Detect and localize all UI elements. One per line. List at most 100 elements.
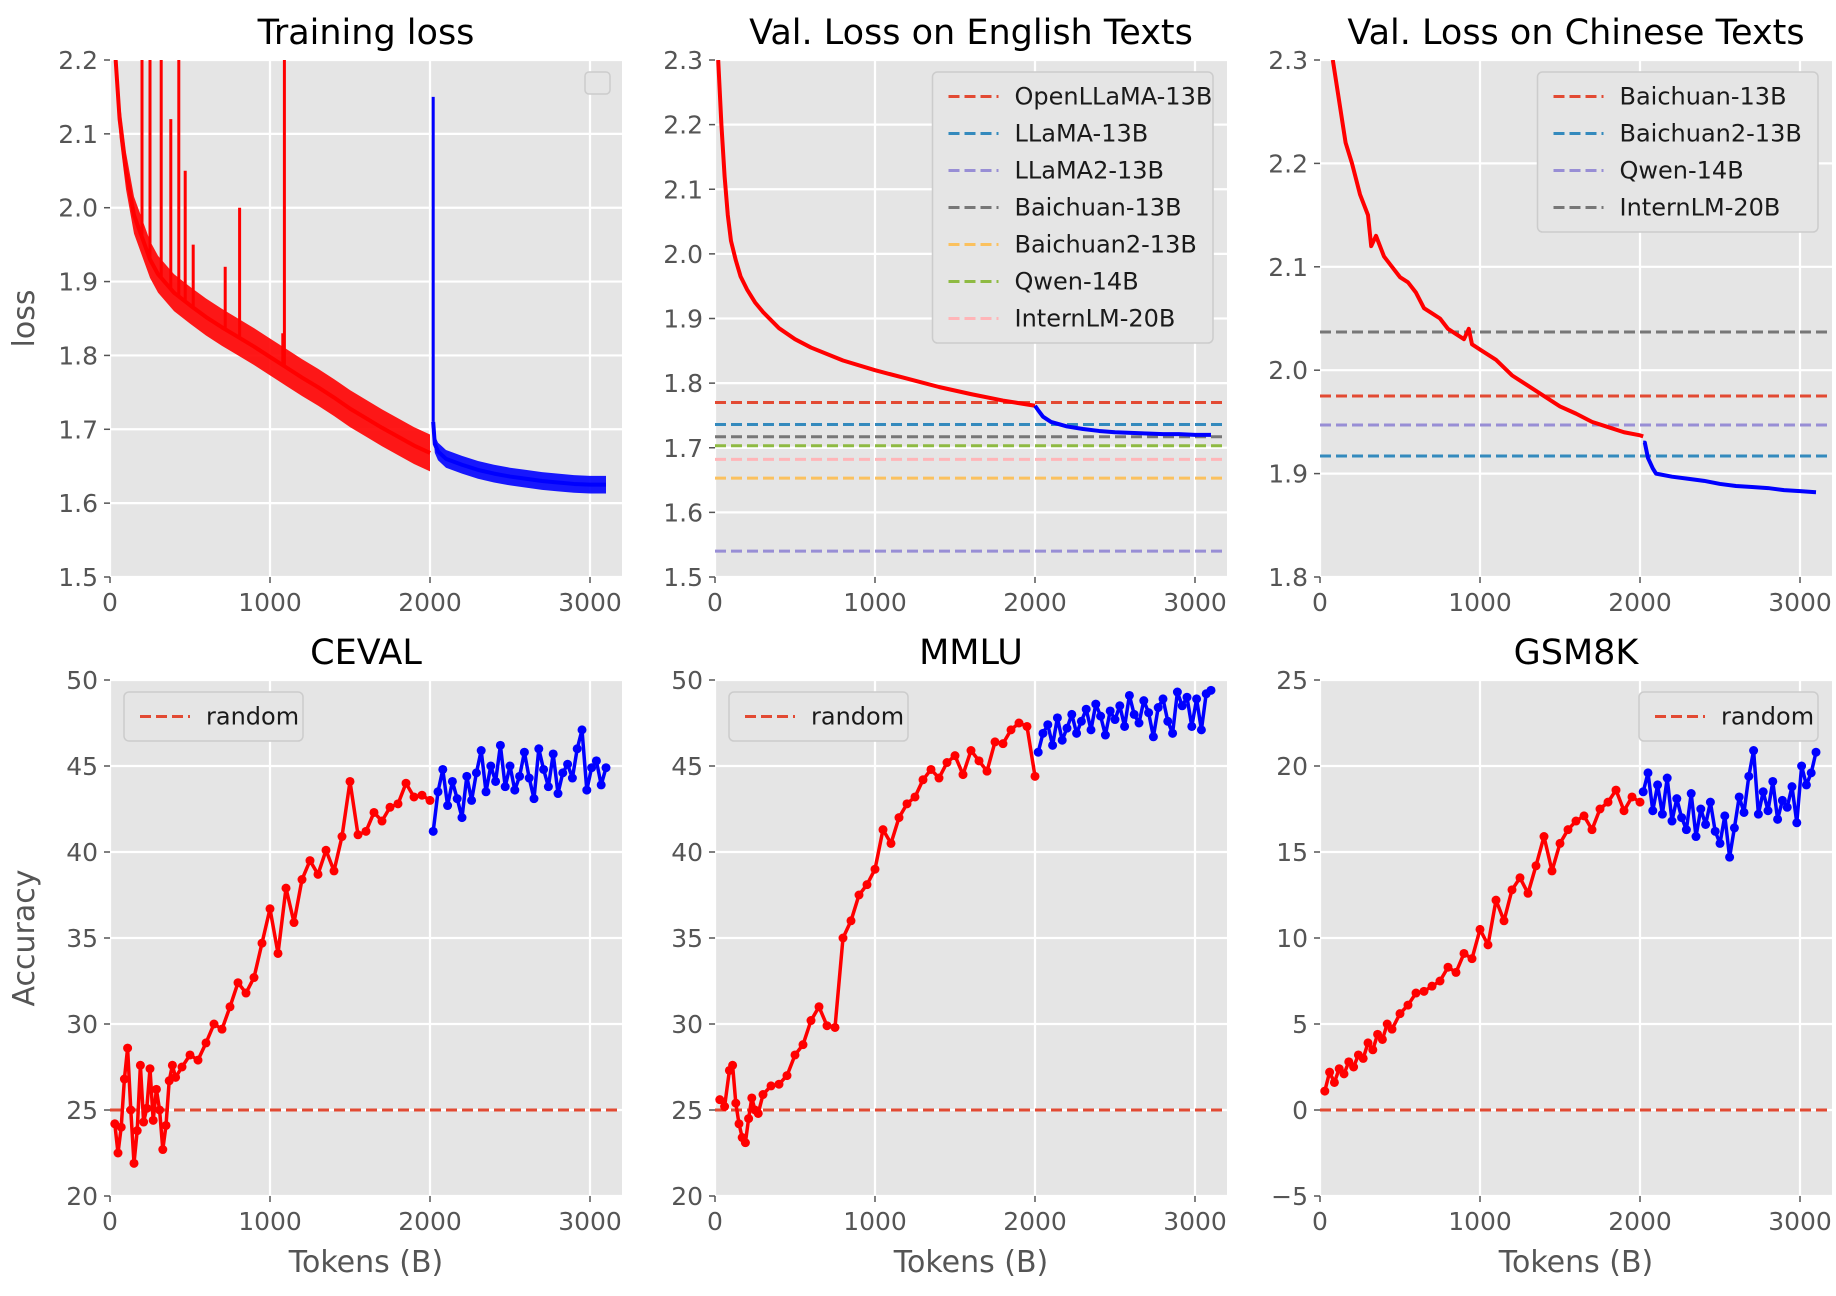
data-point	[1158, 694, 1168, 704]
data-point	[1705, 797, 1715, 807]
data-point	[1657, 809, 1667, 819]
data-point	[500, 782, 510, 792]
data-point	[1627, 792, 1637, 802]
y-axis-label: Accuracy	[7, 870, 42, 1007]
data-point	[1443, 962, 1453, 972]
data-point	[185, 1050, 195, 1060]
data-point	[830, 1022, 840, 1032]
data-point	[524, 773, 534, 783]
panel-training-loss: 0 1000 2000 3000 1.5 1.6 1.7 1.8 1.9 2.0 2.1 2.2 Tra…	[7, 13, 622, 617]
data-point	[515, 771, 525, 781]
data-point	[790, 1050, 800, 1060]
data-point	[1667, 816, 1677, 826]
data-point	[1507, 885, 1517, 895]
data-point	[225, 1002, 235, 1012]
data-point	[457, 813, 467, 823]
data-point	[1638, 787, 1648, 797]
data-point	[1451, 967, 1461, 977]
data-point	[534, 744, 544, 754]
data-point	[958, 770, 968, 780]
data-point	[1124, 690, 1134, 700]
data-point	[353, 830, 363, 840]
data-point	[1595, 804, 1605, 814]
data-point	[467, 795, 477, 805]
y-tick-label: 1.8	[663, 369, 703, 398]
data-point	[587, 763, 597, 773]
plot-content	[715, 60, 1227, 553]
data-point	[167, 1060, 177, 1070]
y-tick-label: 2.3	[663, 46, 703, 75]
data-point	[1091, 699, 1101, 709]
data-point	[1734, 792, 1744, 802]
data-point	[1052, 713, 1062, 723]
data-point	[577, 725, 587, 735]
series-line	[1642, 440, 1817, 495]
y-tick-label: 2.0	[663, 240, 703, 269]
data-point	[1086, 725, 1096, 735]
data-point	[1411, 988, 1421, 998]
legend-box	[123, 691, 304, 742]
data-point	[145, 1064, 155, 1074]
x-axis-label: Tokens (B)	[1498, 1245, 1654, 1280]
data-point	[990, 737, 1000, 747]
data-point	[1014, 718, 1024, 728]
data-point	[345, 776, 355, 786]
plot-content	[113, 60, 606, 494]
data-point	[814, 1002, 824, 1012]
y-tick-label: 2.1	[58, 120, 98, 149]
data-point	[1387, 1024, 1397, 1034]
data-point	[471, 768, 481, 778]
legend-box	[728, 691, 909, 742]
data-point	[123, 1043, 133, 1053]
plot-content	[715, 685, 1227, 1148]
data-point	[135, 1060, 145, 1070]
data-point	[129, 1158, 139, 1168]
data-point	[177, 1062, 187, 1072]
data-point	[1368, 1045, 1378, 1055]
data-point	[1677, 813, 1687, 823]
x-tick-label: 2000	[1003, 1207, 1067, 1236]
y-tick-label: 2.1	[663, 175, 703, 204]
data-point	[1710, 826, 1720, 836]
data-point	[201, 1038, 211, 1048]
data-point	[1662, 773, 1672, 783]
y-axis-label: loss	[7, 290, 42, 348]
data-point	[1043, 720, 1053, 730]
plot-content	[110, 725, 622, 1168]
chart-title: Val. Loss on Chinese Texts	[1347, 13, 1804, 53]
y-tick-label: 2.0	[58, 194, 98, 223]
data-point	[1531, 861, 1541, 871]
panel-val-loss-chinese: 0 1000 2000 3000 1.8 1.9 2.0 2.1 2.2 2.3 Val. Loss…	[1268, 13, 1832, 617]
x-tick-label: 2000	[1608, 1207, 1672, 1236]
data-point	[305, 856, 315, 866]
y-tick-label: 2.2	[1268, 149, 1308, 178]
data-point	[113, 1148, 123, 1158]
data-point	[591, 756, 601, 766]
data-point	[846, 916, 856, 926]
data-point	[1144, 708, 1154, 718]
legend-label: Baichuan-13B	[1015, 194, 1182, 222]
data-point	[1153, 703, 1163, 713]
data-point	[758, 1090, 768, 1100]
y-tick-label: 25	[671, 1096, 703, 1125]
data-point	[433, 787, 443, 797]
y-tick-label: 1.9	[58, 268, 98, 297]
data-point	[926, 764, 936, 774]
x-tick-label: 0	[102, 1207, 118, 1236]
data-point	[148, 1115, 158, 1125]
data-point	[1725, 852, 1735, 862]
x-tick-label: 1000	[1448, 588, 1512, 617]
data-point	[596, 780, 606, 790]
data-point	[495, 740, 505, 750]
data-point	[1363, 1038, 1373, 1048]
data-point	[161, 1120, 171, 1130]
x-tick-label: 1000	[238, 588, 302, 617]
data-point	[1105, 706, 1115, 716]
data-point	[894, 813, 904, 823]
y-tick-label: 2.2	[58, 46, 98, 75]
data-point	[728, 1060, 738, 1070]
data-point	[1206, 685, 1216, 695]
data-point	[1563, 825, 1573, 835]
data-point	[1435, 976, 1445, 986]
